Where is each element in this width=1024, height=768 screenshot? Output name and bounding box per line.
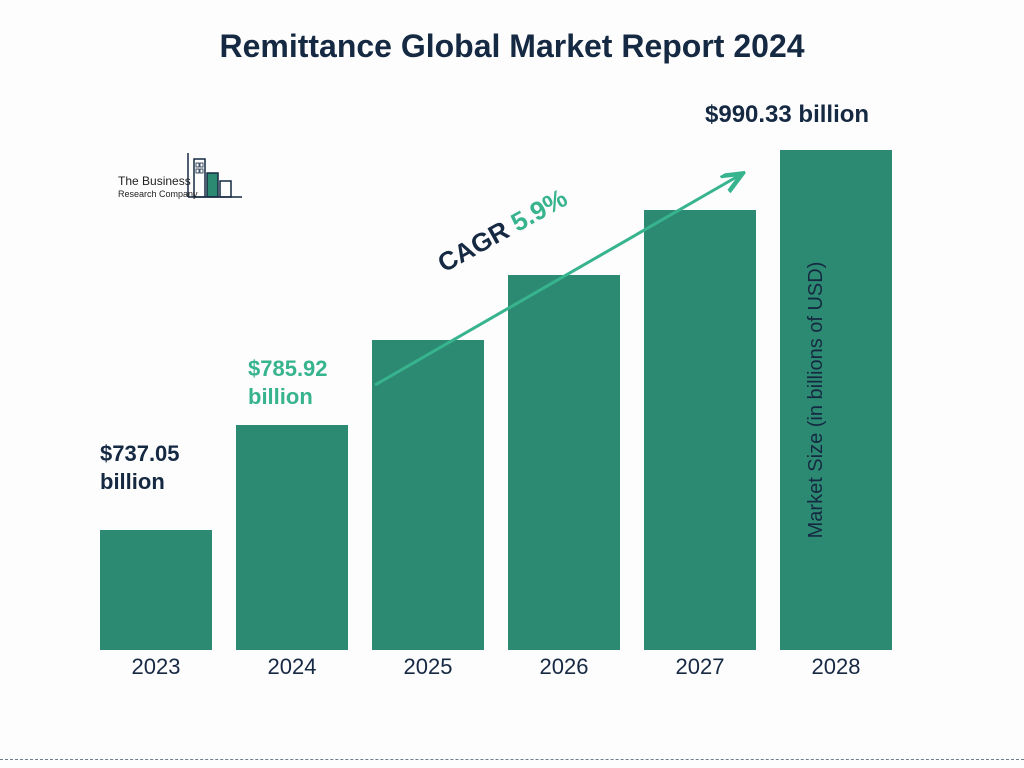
data-label-2023: $737.05 billion bbox=[100, 440, 180, 495]
data-label-2024: $785.92 billion bbox=[248, 355, 328, 410]
bar-2024: 2024 bbox=[236, 425, 348, 650]
y-axis-label: Market Size (in billions of USD) bbox=[805, 262, 828, 539]
data-label-2028-line1: $990.33 billion bbox=[705, 100, 869, 130]
chart-area: 2023 2024 2025 2026 2027 2028 $737.05 bi… bbox=[100, 120, 920, 680]
bar-2027: 2027 bbox=[644, 210, 756, 650]
bar-2023: 2023 bbox=[100, 530, 212, 650]
xlabel-2024: 2024 bbox=[236, 654, 348, 680]
xlabel-2026: 2026 bbox=[508, 654, 620, 680]
bars-container: 2023 2024 2025 2026 2027 2028 bbox=[100, 120, 920, 650]
xlabel-2023: 2023 bbox=[100, 654, 212, 680]
data-label-2024-line1: $785.92 bbox=[248, 355, 328, 383]
xlabel-2028: 2028 bbox=[780, 654, 892, 680]
bar-2026: 2026 bbox=[508, 275, 620, 650]
data-label-2023-line2: billion bbox=[100, 468, 180, 496]
data-label-2023-line1: $737.05 bbox=[100, 440, 180, 468]
bar-2028: 2028 bbox=[780, 150, 892, 650]
footer-dashed-line bbox=[0, 759, 1024, 760]
xlabel-2027: 2027 bbox=[644, 654, 756, 680]
bar-2025: 2025 bbox=[372, 340, 484, 650]
data-label-2024-line2: billion bbox=[248, 383, 328, 411]
chart-title: Remittance Global Market Report 2024 bbox=[0, 28, 1024, 65]
data-label-2028: $990.33 billion bbox=[705, 100, 869, 130]
chart-title-text: Remittance Global Market Report 2024 bbox=[219, 28, 804, 64]
xlabel-2025: 2025 bbox=[372, 654, 484, 680]
